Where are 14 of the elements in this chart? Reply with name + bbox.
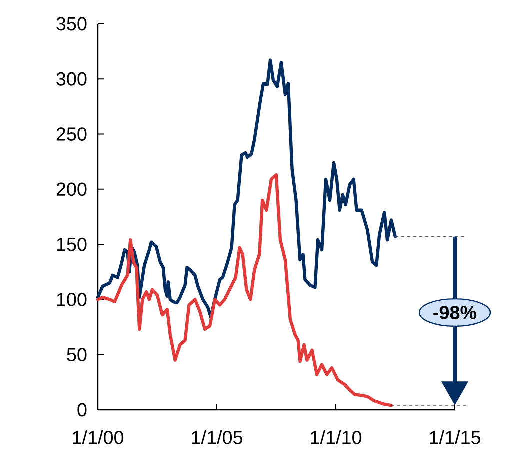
y-tick-label: 150 (57, 238, 87, 252)
x-tick-label: 1/1/15 (430, 430, 481, 444)
y-tick-label: 100 (57, 293, 87, 306)
y-tick-label: 350 (56, 17, 87, 31)
y-tick-label: 300 (56, 72, 87, 86)
y-tick-label: 50 (67, 348, 87, 362)
y-tick-label: 250 (56, 128, 87, 141)
line-series (96, 173, 394, 408)
y-tick-label: 200 (56, 182, 87, 196)
y-tick-label: 0 (78, 403, 87, 417)
x-tick-label: 1/1/10 (311, 430, 362, 444)
x-tick-label: 1/1/00 (73, 430, 124, 444)
annotation: -98% (434, 306, 477, 320)
x-tick-label: 1/1/05 (192, 430, 243, 444)
